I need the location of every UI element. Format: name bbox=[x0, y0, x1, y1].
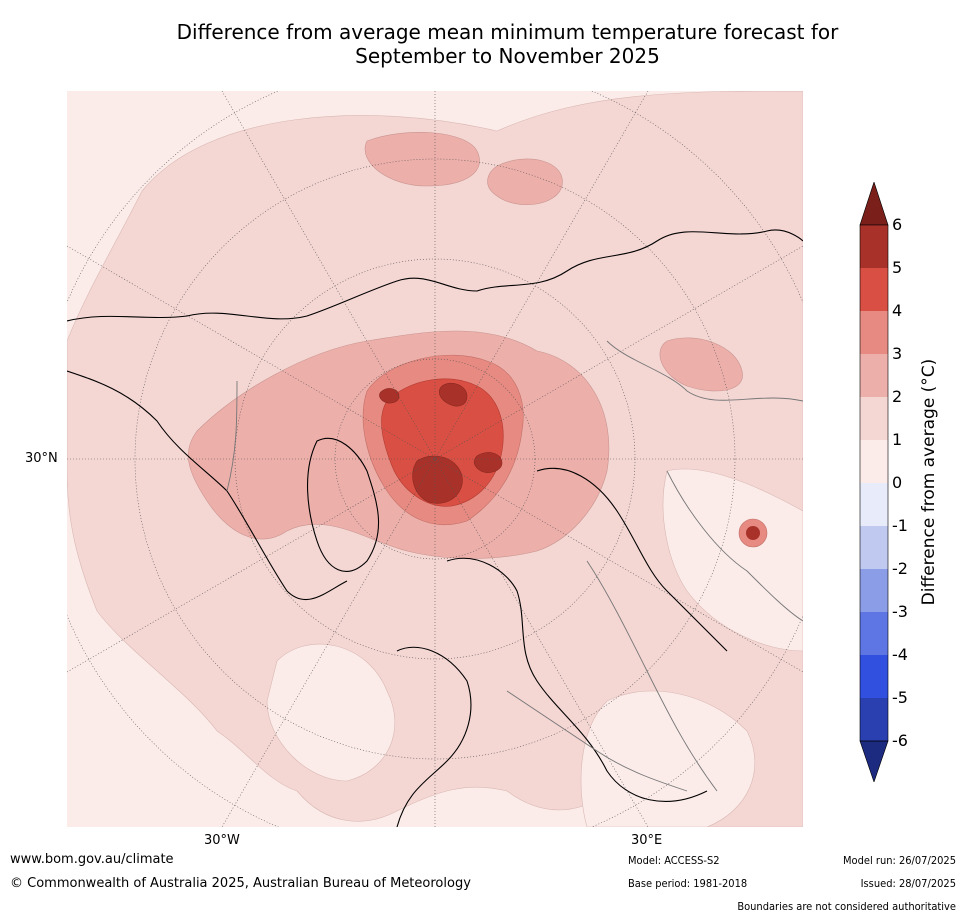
colorbar-title: Difference from average (°C) bbox=[919, 358, 939, 606]
colorbar-tick-3: 3 bbox=[892, 344, 902, 363]
country-boundaries bbox=[226, 340, 803, 792]
anomaly-hotspot-core bbox=[746, 526, 760, 540]
copyright-text: © Commonwealth of Australia 2025, Austra… bbox=[10, 876, 471, 891]
colorbar-tick-m4: -4 bbox=[892, 645, 908, 664]
anomaly-zone-5-6-d bbox=[379, 388, 400, 404]
colorbar-band-5-6 bbox=[860, 225, 888, 268]
colorbar-band-0-1 bbox=[860, 440, 888, 483]
colorbar-tick-1: 1 bbox=[892, 430, 902, 449]
colorbar: 6 5 4 3 2 1 0 -1 -2 -3 -4 -5 -6 bbox=[859, 182, 908, 782]
colorbar-band-3-4 bbox=[860, 311, 888, 354]
colorbar-tick-m2: -2 bbox=[892, 559, 908, 578]
colorbar-band-2-3 bbox=[860, 354, 888, 397]
colorbar-tick-m3: -3 bbox=[892, 602, 908, 621]
colorbar-band-m4-m3 bbox=[860, 612, 888, 655]
lon-label-30w: 30°W bbox=[204, 833, 240, 848]
forecast-map bbox=[67, 91, 803, 827]
lat-label-30n: 30°N bbox=[25, 451, 58, 466]
anomaly-patch-low-2 bbox=[580, 690, 756, 827]
colorbar-band-m3-m2 bbox=[860, 569, 888, 612]
anomaly-zone-2-3-siberia bbox=[487, 158, 563, 206]
colorbar-tick-m6: -6 bbox=[892, 731, 908, 750]
colorbar-band-m2-m1 bbox=[860, 526, 888, 569]
anomaly-zone-2-3-north-pacific bbox=[364, 132, 480, 187]
title-line-1: Difference from average mean minimum tem… bbox=[176, 20, 839, 44]
map-title: Difference from average mean minimum tem… bbox=[100, 20, 915, 68]
colorbar-band-4-5 bbox=[860, 268, 888, 311]
model-text: Model: ACCESS-S2 bbox=[628, 854, 720, 867]
model-run-text: Model run: 26/07/2025 bbox=[843, 854, 956, 867]
title-line-2: September to November 2025 bbox=[355, 44, 660, 68]
anomaly-zone-5-6-a bbox=[412, 455, 463, 504]
colorbar-extend-low bbox=[859, 740, 889, 782]
colorbar-tick-m5: -5 bbox=[892, 688, 908, 707]
colorbar-extend-high bbox=[859, 182, 889, 226]
anomaly-zone-5-6-b bbox=[438, 382, 468, 407]
colorbar-band-m5-m4 bbox=[860, 655, 888, 698]
base-period-text: Base period: 1981-2018 bbox=[628, 877, 748, 890]
anomaly-zone-4-5 bbox=[381, 378, 504, 507]
issued-text: Issued: 28/07/2025 bbox=[860, 877, 956, 890]
colorbar-tick-0: 0 bbox=[892, 473, 902, 492]
website-link[interactable]: www.bom.gov.au/climate bbox=[10, 852, 174, 867]
colorbar-tick-5: 5 bbox=[892, 258, 902, 277]
colorbar-band-1-2 bbox=[860, 397, 888, 440]
lon-label-30e: 30°E bbox=[631, 833, 663, 848]
colorbar-tick-6: 6 bbox=[892, 215, 902, 234]
colorbar-band-m6-m5 bbox=[860, 698, 888, 741]
colorbar-tick-4: 4 bbox=[892, 301, 902, 320]
graticule bbox=[67, 91, 803, 827]
anomaly-patch-low-3 bbox=[266, 643, 396, 782]
colorbar-band-m1-0 bbox=[860, 483, 888, 526]
colorbar-tick-m1: -1 bbox=[892, 516, 908, 535]
colorbar-tick-2: 2 bbox=[892, 387, 902, 406]
disclaimer-text: Boundaries are not considered authoritat… bbox=[737, 900, 956, 913]
anomaly-zone-5-6-c bbox=[473, 452, 503, 473]
anomaly-zone-2-3-asia bbox=[659, 337, 743, 392]
